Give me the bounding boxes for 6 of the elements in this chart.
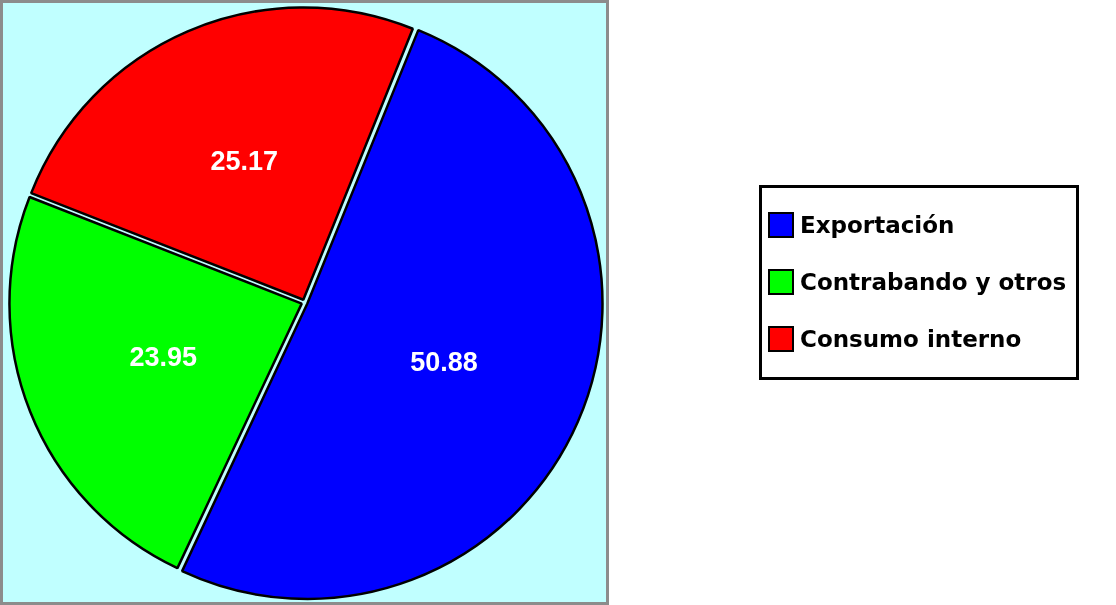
data-label: 23.95 — [129, 342, 197, 373]
legend-label: Contrabando y otros — [800, 268, 1067, 295]
legend-label: Consumo interno — [800, 325, 1022, 352]
data-label: 25.17 — [210, 146, 279, 177]
legend-label: Exportación — [800, 211, 955, 238]
data-label: 50.88 — [410, 346, 478, 377]
